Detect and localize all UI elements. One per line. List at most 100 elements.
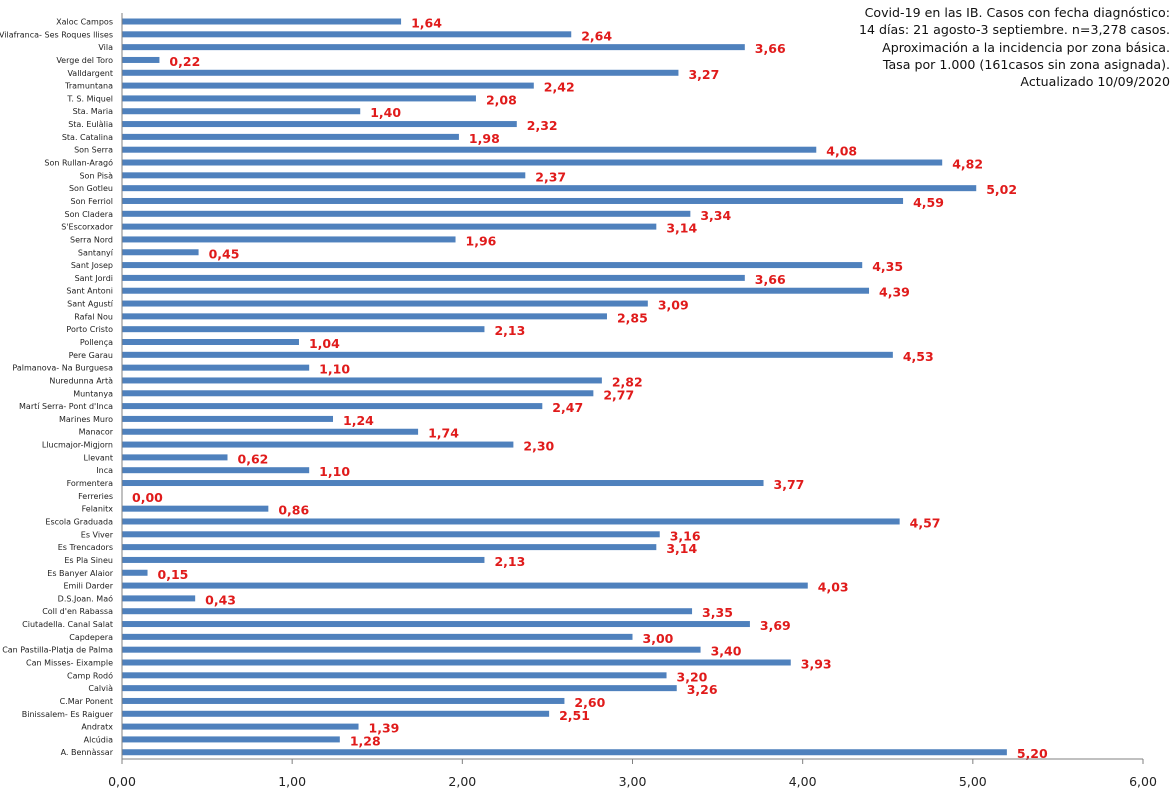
bar xyxy=(122,95,476,102)
category-label: Ciutadella. Canal Salat xyxy=(22,620,113,629)
category-label: Can Pastilla-Platja de Palma xyxy=(2,646,113,655)
bar xyxy=(122,159,943,166)
category-label: Son Cladera xyxy=(65,210,114,219)
value-label: 2,13 xyxy=(494,554,525,569)
category-label: Verge del Toro xyxy=(56,56,113,65)
value-label: 3,40 xyxy=(711,644,742,659)
bar xyxy=(122,390,594,397)
value-label: 1,74 xyxy=(428,426,459,441)
value-label: 0,62 xyxy=(238,451,269,466)
bar xyxy=(122,274,745,281)
bar xyxy=(122,454,228,461)
bars-layer xyxy=(122,18,1007,756)
bar xyxy=(122,313,607,320)
bar xyxy=(122,595,196,602)
category-label: Pollença xyxy=(80,338,113,347)
value-label: 1,28 xyxy=(350,733,381,748)
bar xyxy=(122,172,526,179)
chart-title-line: 14 días: 21 agosto-3 septiembre. n=3,278… xyxy=(859,22,1170,38)
category-label: D.S.Joan. Maó xyxy=(58,593,113,603)
category-label: Vilafranca- Ses Roques llises xyxy=(0,30,113,39)
value-label: 4,59 xyxy=(913,195,944,210)
chart-title-line: Aproximación a la incidencia por zona bá… xyxy=(882,39,1170,55)
value-label: 4,08 xyxy=(826,144,857,159)
bar xyxy=(122,659,791,666)
value-label: 3,27 xyxy=(688,67,719,82)
category-label: Emili Darder xyxy=(63,582,113,591)
value-labels: 1,64 2,64 3,66 0,22 3,27 2,42 2,08 1,40 2,32 1,98… xyxy=(132,16,1048,762)
category-label: Muntanya xyxy=(73,389,113,398)
value-label: 2,60 xyxy=(574,695,605,710)
category-label: Es Banyer Alaior xyxy=(47,569,113,578)
value-label: 3,00 xyxy=(643,631,674,646)
bar xyxy=(122,518,900,525)
x-tick-label: 5,00 xyxy=(959,774,987,789)
value-label: 3,14 xyxy=(666,541,697,556)
value-label: 1,98 xyxy=(469,131,500,146)
value-label: 1,10 xyxy=(319,464,350,479)
bar xyxy=(122,146,817,153)
bar xyxy=(122,749,1007,756)
value-label: 1,10 xyxy=(319,362,350,377)
category-label: S'Escorxador xyxy=(61,223,113,232)
bar xyxy=(122,31,572,38)
chart-title: Covid-19 en las IB. Casos con fecha diag… xyxy=(820,4,1170,90)
value-label: 2,77 xyxy=(603,387,634,402)
value-label: 1,39 xyxy=(369,721,400,736)
value-label: 4,82 xyxy=(952,157,983,172)
category-label: Son Rullan-Aragó xyxy=(44,158,113,168)
bar xyxy=(122,544,657,551)
bar xyxy=(122,133,459,140)
x-tick-label: 3,00 xyxy=(619,774,647,789)
category-label: Coll d'en Rabassa xyxy=(42,607,113,616)
bar xyxy=(122,287,870,294)
bar xyxy=(122,467,310,474)
bar xyxy=(122,556,485,563)
value-label: 0,00 xyxy=(132,490,163,505)
value-label: 0,15 xyxy=(158,567,189,582)
category-label: Felanitx xyxy=(82,505,114,514)
category-label: Formentera xyxy=(67,479,113,488)
category-labels: Xaloc Campos Vilafranca- Ses Roques llise… xyxy=(0,18,114,758)
category-label: T. S. Miquel xyxy=(66,94,113,103)
bar xyxy=(122,364,310,371)
category-label: Tramuntana xyxy=(64,82,113,91)
category-label: Calvià xyxy=(88,684,113,693)
value-label: 2,85 xyxy=(617,310,648,325)
x-tick-label: 2,00 xyxy=(448,774,476,789)
bar xyxy=(122,56,160,63)
category-label: Llevant xyxy=(84,453,113,462)
category-label: Pere Garau xyxy=(69,351,113,360)
bar xyxy=(122,185,977,192)
value-label: 0,43 xyxy=(205,592,236,607)
category-label: Marines Muro xyxy=(59,415,113,424)
value-label: 1,64 xyxy=(411,16,442,31)
bar xyxy=(122,300,648,307)
value-label: 4,35 xyxy=(872,259,903,274)
category-label: Nuredunna Artà xyxy=(49,376,113,385)
value-label: 1,04 xyxy=(309,336,340,351)
category-label: Sta. Catalina xyxy=(62,133,113,142)
bar xyxy=(122,697,565,704)
value-label: 3,66 xyxy=(755,272,786,287)
chart-title-line: Covid-19 en las IB. Casos con fecha diag… xyxy=(864,5,1170,20)
category-label: Valldargent xyxy=(67,69,113,78)
category-label: Sta. Eulàlia xyxy=(68,120,113,129)
value-label: 4,39 xyxy=(879,285,910,300)
value-label: 2,47 xyxy=(552,400,583,415)
bar xyxy=(122,710,550,717)
category-label: Manacor xyxy=(79,428,114,437)
bar xyxy=(122,736,340,743)
bar xyxy=(122,18,402,25)
bar xyxy=(122,403,543,410)
category-label: Sant Antoni xyxy=(66,287,113,296)
value-label: 4,03 xyxy=(818,580,849,595)
value-label: 4,53 xyxy=(903,349,934,364)
category-label: Sant Josep xyxy=(71,261,113,270)
value-label: 3,34 xyxy=(700,208,731,223)
category-label: Rafal Nou xyxy=(74,312,113,321)
bar xyxy=(122,236,456,243)
bar xyxy=(122,108,361,115)
category-label: Es Pla Sineu xyxy=(64,556,113,565)
